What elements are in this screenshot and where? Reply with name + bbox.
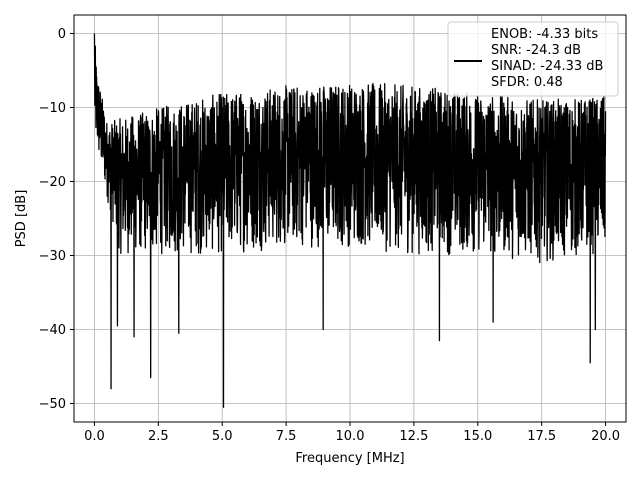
legend: ENOB: -4.33 bits SNR: -24.3 dB SINAD: -2… [447,21,619,97]
y-tick-label: −20 [39,175,66,190]
x-tick-label: 2.5 [148,429,169,444]
y-tick-label: −50 [39,397,66,412]
x-tick-label: 20.0 [591,429,620,444]
y-axis-label: PSD [dB] [14,190,29,248]
x-tick-label: 0.0 [84,429,105,444]
x-tick-label: 10.0 [336,429,365,444]
y-tick-label: 0 [58,27,66,42]
y-tick-label: −30 [39,249,66,264]
y-axis: 0 −10 −20 −30 −40 −50 [39,27,74,412]
y-tick-label: −40 [39,323,66,338]
x-axis-label: Frequency [MHz] [295,451,404,466]
x-axis: 0.0 2.5 5.0 7.5 10.0 12.5 15.0 17.5 20.0 [84,422,620,444]
x-tick-label: 12.5 [399,429,428,444]
psd-series-line [93,33,607,408]
legend-enob: ENOB: -4.33 bits [491,27,598,42]
x-tick-label: 15.0 [463,429,492,444]
legend-sinad: SINAD: -24.33 dB [491,59,603,74]
plot-area [93,33,607,408]
x-tick-label: 7.5 [276,429,297,444]
legend-box [447,21,619,97]
y-tick-label: −10 [39,101,66,116]
x-tick-label: 5.0 [212,429,233,444]
legend-sfdr: SFDR: 0.48 [491,75,563,90]
x-tick-label: 17.5 [527,429,556,444]
legend-snr: SNR: -24.3 dB [491,43,581,58]
